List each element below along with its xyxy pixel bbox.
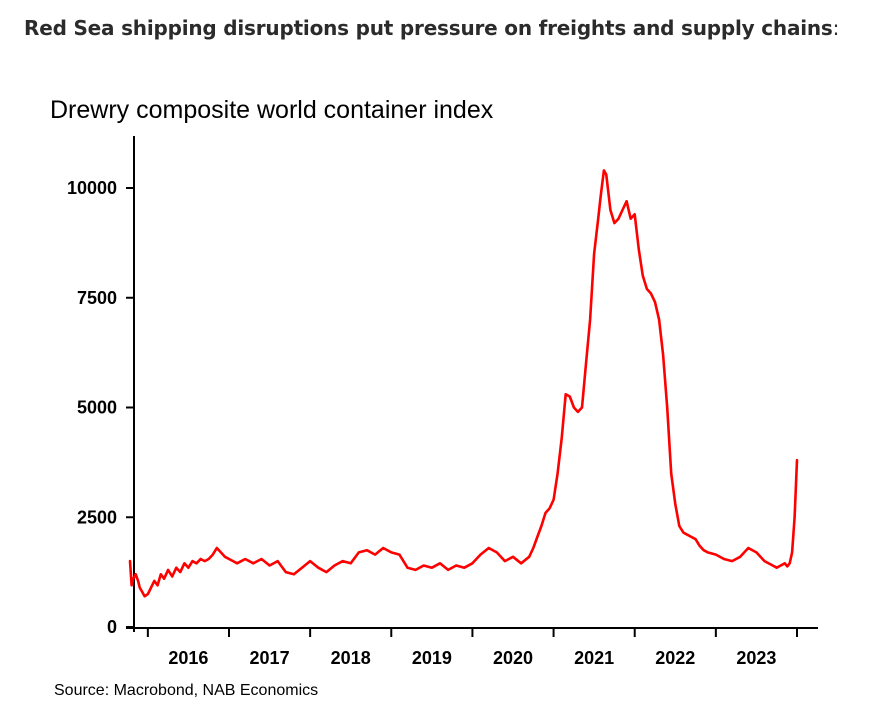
- y-tick-label: 2500: [77, 507, 117, 527]
- x-tick-label: 2022: [655, 648, 695, 668]
- axes-layer: 0 2500 5000 7500 10000 2016 2017 2018 2019 2020 20…: [67, 136, 818, 668]
- y-tick-label: 7500: [77, 288, 117, 308]
- x-tick-label: 2017: [250, 648, 290, 668]
- x-tick-label: 2018: [331, 648, 371, 668]
- x-tick-label: 2019: [412, 648, 452, 668]
- x-tick-label: 2023: [736, 648, 776, 668]
- x-tick-label: 2016: [168, 648, 208, 668]
- headline-colon: :: [832, 16, 840, 40]
- y-tick-label: 0: [107, 617, 117, 637]
- source-note: Source: Macrobond, NAB Economics: [54, 682, 319, 699]
- series-layer: [128, 169, 799, 598]
- y-tick-label: 10000: [67, 178, 117, 198]
- chart-title: Drewry composite world container index: [50, 96, 494, 124]
- y-tick-label: 5000: [77, 398, 117, 418]
- x-tick-label: 2020: [493, 648, 533, 668]
- series-line: [128, 169, 799, 598]
- x-tick-label: 2021: [574, 648, 614, 668]
- headline: Red Sea shipping disruptions put pressur…: [24, 16, 839, 40]
- headline-text: Red Sea shipping disruptions put pressur…: [24, 16, 833, 40]
